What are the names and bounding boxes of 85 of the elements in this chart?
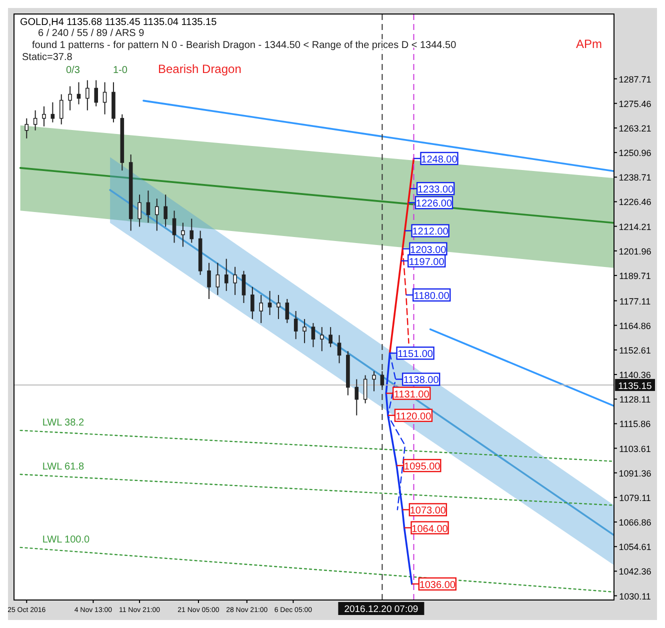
annotation: 1131.00 [394,389,430,400]
annotation: Static=37.8 [22,52,73,63]
series-label: LWL 61.8 [42,461,84,472]
y-tick-label: 1128.11 [619,394,651,405]
candlestick [337,334,342,364]
annotation: 1212.00 [412,226,449,238]
y-tick-label: 1115.86 [619,419,651,430]
candlestick [50,102,55,123]
y-tick-label: 1263.21 [618,123,652,134]
candlestick [250,286,254,320]
chart-title: GOLD,H4 1135.68 1135.45 1135.04 1135.15 [20,17,218,28]
annotation: 1226.00 [416,198,452,210]
y-tick-label: 1189.71 [619,270,651,281]
annotation: Bearish Dragon [158,62,242,76]
annotation: 1073.00 [410,506,446,517]
candlestick [328,326,332,348]
annotation: 0/3 [66,65,80,76]
candlestick [216,262,220,296]
annotation: 1180.00 [414,290,450,302]
candlestick [94,80,98,107]
candlestick [311,322,316,348]
candlestick [24,118,29,139]
candlestick [33,110,38,131]
candlestick [190,218,194,244]
y-tick-label: 1054.61 [618,542,652,552]
candlestick [276,294,280,320]
y-tick-label: 1140.36 [619,370,651,380]
y-tick-label: 1250.96 [618,148,652,158]
annotation: 1120.00 [396,411,432,422]
ref-line-label: 1135.15 [618,380,652,392]
candlestick [259,294,264,324]
annotation: 1138.00 [403,375,440,386]
y-tick-label: 1091.36 [618,468,652,478]
candlestick [138,194,142,228]
candlestick [146,190,150,224]
candlestick [42,106,46,127]
candlestick [372,370,376,392]
annotation: 1095.00 [404,462,441,473]
candlestick [164,194,168,228]
y-tick-label: 1201.96 [618,246,652,256]
annotation: 1203.00 [410,244,447,256]
y-tick-label: 1287.71 [618,74,652,84]
y-tick-label: 1275.46 [618,98,652,109]
y-tick-label: 1226.46 [618,197,652,208]
candlestick [363,374,368,404]
candlestick [224,258,228,292]
annotation: 1248.00 [421,154,458,166]
candlestick [181,222,185,248]
y-tick-label: 1238.71 [618,172,652,183]
candlestick [285,298,290,324]
candlestick [354,378,359,416]
y-tick-label: 1152.61 [619,345,651,356]
candlestick [68,86,72,111]
y-tick-label: 1214.21 [618,222,652,232]
annotation: APm [576,37,602,51]
annotation: 1-0 [113,65,128,76]
candlestick [233,266,237,296]
series-label: LWL 100.0 [42,534,90,546]
candlestick [294,310,298,340]
candlestick [302,318,306,344]
y-tick-label: 1066.86 [618,518,652,528]
candlestick [380,370,384,388]
annotation: 1233.00 [417,184,454,196]
candlestick [59,94,64,125]
y-tick-label: 1164.86 [619,320,651,331]
y-tick-label: 1030.11 [619,591,651,602]
y-tick-label: 1042.36 [618,566,652,577]
candlestick [154,198,159,232]
candlestick [172,210,176,244]
annotation: 1197.00 [408,256,445,268]
series-label: LWL 38.2 [42,417,84,428]
candlestick [320,326,324,352]
y-tick-label: 1177.11 [619,296,651,306]
annotation: 1064.00 [412,524,448,535]
annotation: 6 / 240 / 55 / 89 / ARS 9 [38,28,145,39]
candlestick [242,270,246,304]
candlestick [86,80,90,111]
ref-line-label: 2016.12.20 07:09 [344,604,418,615]
y-tick-label: 1079.11 [619,492,651,503]
annotation: 1151.00 [398,349,434,360]
candlestick [102,82,107,115]
annotation: 1036.00 [419,580,456,591]
y-tick-label: 1103.61 [619,444,651,454]
candlestick [207,262,211,300]
candlestick [268,290,272,316]
